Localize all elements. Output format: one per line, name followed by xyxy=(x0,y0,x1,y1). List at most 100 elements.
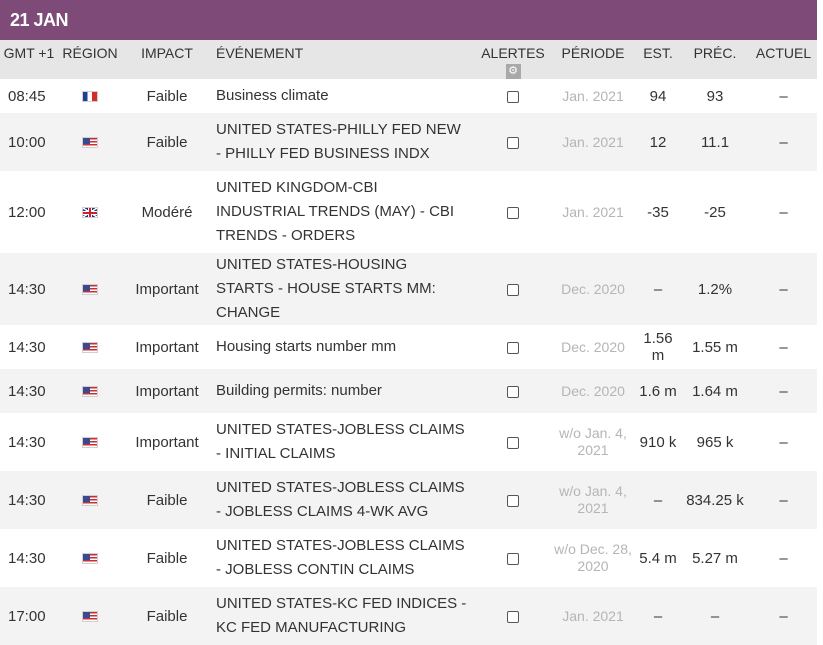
alert-checkbox[interactable] xyxy=(507,385,519,398)
alert-checkbox[interactable] xyxy=(507,136,519,149)
event-previous: 5.27 m xyxy=(692,549,738,567)
event-time: 14:30 xyxy=(8,433,46,451)
table-row: 14:30 Important UNITED STATES-JOBLESS CLAI… xyxy=(0,413,817,471)
event-time: 14:30 xyxy=(8,338,46,356)
event-time: 08:45 xyxy=(8,87,46,105)
flag-gb-icon xyxy=(82,207,98,219)
alert-checkbox[interactable] xyxy=(507,610,519,623)
event-time: 17:00 xyxy=(0,587,58,645)
event-period: w/o Jan. 4, 2021 xyxy=(550,471,636,529)
event-estimate: 910 k xyxy=(639,433,677,451)
date-label: 21 JAN xyxy=(10,9,69,30)
event-period: Jan. 2021 xyxy=(550,113,636,171)
table-row: 10:00 Faible UNITED STATES-PHILLY FED NEW … xyxy=(0,113,817,171)
table-row: 12:00 Modéré UNITED KINGDOM-CBI INDUSTRIAL… xyxy=(0,171,817,253)
event-previous: 1.2% xyxy=(680,253,750,325)
event-period: w/o Dec. 28, 2020 xyxy=(554,541,632,574)
alert-checkbox[interactable] xyxy=(507,494,519,507)
col-region: RÉGION xyxy=(58,40,122,79)
alert-checkbox[interactable] xyxy=(507,90,519,103)
event-name: UNITED STATES-JOBLESS CLAIMS - JOBLESS C… xyxy=(212,471,476,529)
event-name: Business climate xyxy=(216,87,329,104)
table-row: 14:30 Faible UNITED STATES-JOBLESS CLAIMS … xyxy=(0,529,817,587)
event-impact: Important xyxy=(122,253,212,325)
event-period: Dec. 2020 xyxy=(561,338,625,355)
table-row: 14:30 Faible UNITED STATES-JOBLESS CLAIMS … xyxy=(0,471,817,529)
event-name: UNITED STATES-HOUSING STARTS - HOUSE STA… xyxy=(212,253,476,325)
event-name: UNITED STATES-KC FED INDICES - KC FED MA… xyxy=(212,587,476,645)
event-name: UNITED KINGDOM-CBI INDUSTRIAL TRENDS (MA… xyxy=(216,179,455,244)
event-impact: Important xyxy=(122,369,212,413)
table-row: 14:30 Important Building permits: number De… xyxy=(0,369,817,413)
event-period: Dec. 2020 xyxy=(550,253,636,325)
event-actual: – xyxy=(779,549,788,567)
flag-us-icon xyxy=(82,611,98,623)
flag-us-icon xyxy=(82,553,98,565)
event-estimate: 94 xyxy=(649,87,667,105)
flag-us-icon xyxy=(82,437,98,449)
col-period: PÉRIODE xyxy=(550,40,636,79)
event-period: Jan. 2021 xyxy=(562,203,624,220)
event-impact: Faible xyxy=(122,113,212,171)
event-impact: Faible xyxy=(122,587,212,645)
flag-us-icon xyxy=(82,495,98,507)
date-header: 21 JAN xyxy=(0,0,817,40)
event-previous: – xyxy=(680,587,750,645)
event-actual: – xyxy=(750,113,817,171)
event-actual: – xyxy=(779,203,788,221)
flag-us-icon xyxy=(82,386,98,398)
event-actual: – xyxy=(779,87,788,105)
alert-checkbox[interactable] xyxy=(507,552,519,565)
event-time: 14:30 xyxy=(0,253,58,325)
event-time: 12:00 xyxy=(8,203,46,221)
event-previous: 1.64 m xyxy=(680,369,750,413)
event-actual: – xyxy=(750,587,817,645)
event-impact: Faible xyxy=(146,549,188,567)
event-estimate: – xyxy=(636,471,680,529)
event-estimate: – xyxy=(636,587,680,645)
col-impact: IMPACT xyxy=(122,40,212,79)
column-header-row: GMT +1 RÉGION IMPACT ÉVÉNEMENT ALERTES ⚙… xyxy=(0,40,817,79)
event-impact: Important xyxy=(135,433,199,451)
col-prev: PRÉC. xyxy=(680,40,750,79)
event-name: UNITED STATES-JOBLESS CLAIMS - JOBLESS C… xyxy=(216,537,465,578)
event-estimate: 12 xyxy=(636,113,680,171)
event-actual: – xyxy=(750,369,817,413)
event-previous: 1.55 m xyxy=(692,338,738,356)
col-time: GMT +1 xyxy=(0,40,58,79)
event-impact: Faible xyxy=(122,471,212,529)
table-row: 17:00 Faible UNITED STATES-KC FED INDICES … xyxy=(0,587,817,645)
event-previous: 965 k xyxy=(696,433,734,451)
event-name: Building permits: number xyxy=(212,369,476,413)
event-previous: -25 xyxy=(704,203,726,221)
events-table: GMT +1 RÉGION IMPACT ÉVÉNEMENT ALERTES ⚙… xyxy=(0,40,817,645)
alert-checkbox[interactable] xyxy=(507,341,519,354)
event-estimate: 1.6 m xyxy=(636,369,680,413)
gear-icon[interactable]: ⚙ xyxy=(505,64,521,79)
event-time: 14:30 xyxy=(0,369,58,413)
alert-checkbox[interactable] xyxy=(507,206,519,219)
event-estimate: 5.4 m xyxy=(639,549,677,567)
col-event: ÉVÉNEMENT xyxy=(212,40,476,79)
event-period: w/o Jan. 4, 2021 xyxy=(559,425,627,458)
flag-us-icon xyxy=(82,284,98,296)
event-time: 14:30 xyxy=(8,549,46,567)
col-actual: ACTUEL xyxy=(750,40,817,79)
alert-checkbox[interactable] xyxy=(507,283,519,296)
events-body: 08:45 Faible Business climate Jan. 2021 94 93… xyxy=(0,79,817,645)
event-name: UNITED STATES-PHILLY FED NEW - PHILLY FE… xyxy=(212,113,476,171)
col-alerts: ALERTES ⚙ xyxy=(476,40,550,79)
alert-checkbox[interactable] xyxy=(507,436,519,449)
event-actual: – xyxy=(750,471,817,529)
event-time: 10:00 xyxy=(0,113,58,171)
flag-us-icon xyxy=(82,137,98,149)
event-estimate: – xyxy=(636,253,680,325)
event-actual: – xyxy=(779,433,788,451)
event-estimate: -35 xyxy=(647,203,669,221)
event-time: 14:30 xyxy=(0,471,58,529)
event-impact: Important xyxy=(135,338,199,356)
flag-us-icon xyxy=(82,342,98,354)
table-row: 14:30 Important UNITED STATES-HOUSING STAR… xyxy=(0,253,817,325)
event-period: Jan. 2021 xyxy=(562,87,624,104)
event-previous: 93 xyxy=(706,87,724,105)
